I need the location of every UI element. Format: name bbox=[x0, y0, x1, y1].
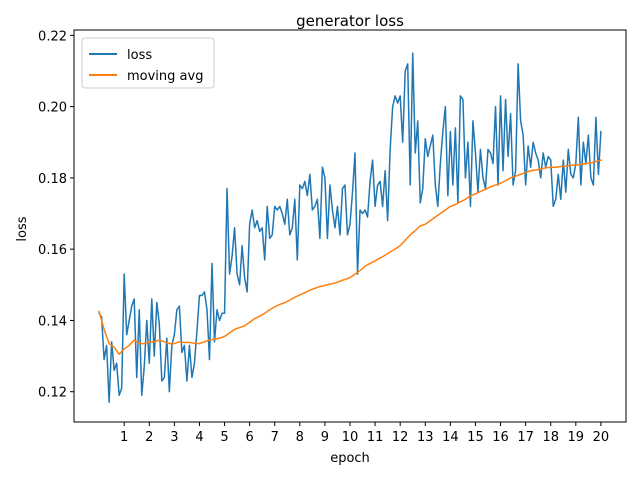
x-tick-label: 10 bbox=[342, 430, 359, 445]
x-tick-label: 8 bbox=[296, 430, 304, 445]
x-tick-label: 13 bbox=[417, 430, 434, 445]
x-tick-label: 1 bbox=[120, 430, 128, 445]
chart-title: generator loss bbox=[296, 12, 404, 30]
legend-label-moving-avg: moving avg bbox=[127, 69, 203, 84]
x-tick-label: 12 bbox=[392, 430, 409, 445]
x-tick-label: 14 bbox=[442, 430, 459, 445]
legend: loss moving avg bbox=[81, 37, 215, 89]
x-tick-label: 16 bbox=[492, 430, 509, 445]
x-tick-label: 19 bbox=[568, 430, 585, 445]
x-tick-label: 9 bbox=[321, 430, 329, 445]
y-tick-label: 0.18 bbox=[38, 172, 67, 187]
x-tick-label: 2 bbox=[145, 430, 153, 445]
y-tick-label: 0.12 bbox=[38, 386, 67, 401]
y-axis-label: loss bbox=[15, 216, 30, 241]
x-tick-label: 20 bbox=[593, 430, 610, 445]
x-tick-label: 18 bbox=[542, 430, 559, 445]
y-tick-label: 0.16 bbox=[38, 243, 67, 258]
x-tick-label: 11 bbox=[367, 430, 384, 445]
x-tick-label: 5 bbox=[220, 430, 228, 445]
y-tick-label: 0.20 bbox=[38, 101, 67, 116]
series-line-loss bbox=[98, 52, 602, 404]
y-tick-label: 0.22 bbox=[38, 29, 67, 44]
x-tick-label: 6 bbox=[245, 430, 253, 445]
series-layer bbox=[98, 52, 602, 404]
legend-label-loss: loss bbox=[127, 48, 152, 63]
plot-area bbox=[73, 29, 627, 423]
x-tick-label: 3 bbox=[170, 430, 178, 445]
y-tick-label: 0.14 bbox=[38, 314, 67, 329]
x-tick-label: 17 bbox=[517, 430, 534, 445]
x-axis-label: epoch bbox=[330, 451, 370, 466]
y-axis-ticks: 0.12 0.14 0.16 0.18 0.20 0.22 bbox=[38, 29, 74, 401]
x-axis-ticks: 1 2 3 4 5 6 7 8 9 10 11 12 13 14 15 16 17 18 19 20 bbox=[120, 422, 609, 445]
series-line-moving-avg bbox=[98, 159, 602, 356]
x-tick-label: 7 bbox=[271, 430, 279, 445]
x-tick-label: 4 bbox=[195, 430, 203, 445]
x-tick-label: 15 bbox=[467, 430, 484, 445]
